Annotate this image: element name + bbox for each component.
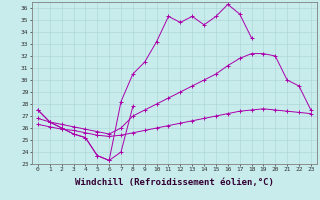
X-axis label: Windchill (Refroidissement éolien,°C): Windchill (Refroidissement éolien,°C) bbox=[75, 178, 274, 187]
